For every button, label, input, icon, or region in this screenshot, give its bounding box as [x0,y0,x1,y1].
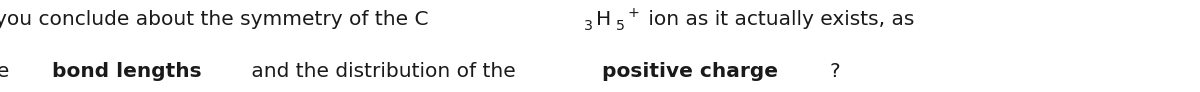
Text: H: H [596,10,611,29]
Text: bond lengths: bond lengths [52,62,202,81]
Text: +: + [628,6,638,20]
Text: ion as it actually exists, as: ion as it actually exists, as [642,10,914,29]
Text: 5: 5 [616,19,624,33]
Text: and the distribution of the: and the distribution of the [245,62,522,81]
Text: positive charge: positive charge [602,62,779,81]
Text: What can you conclude about the symmetry of the C: What can you conclude about the symmetry… [0,10,428,29]
Text: ?: ? [829,62,840,81]
Text: regards the: regards the [0,62,16,81]
Text: 3: 3 [584,19,593,33]
